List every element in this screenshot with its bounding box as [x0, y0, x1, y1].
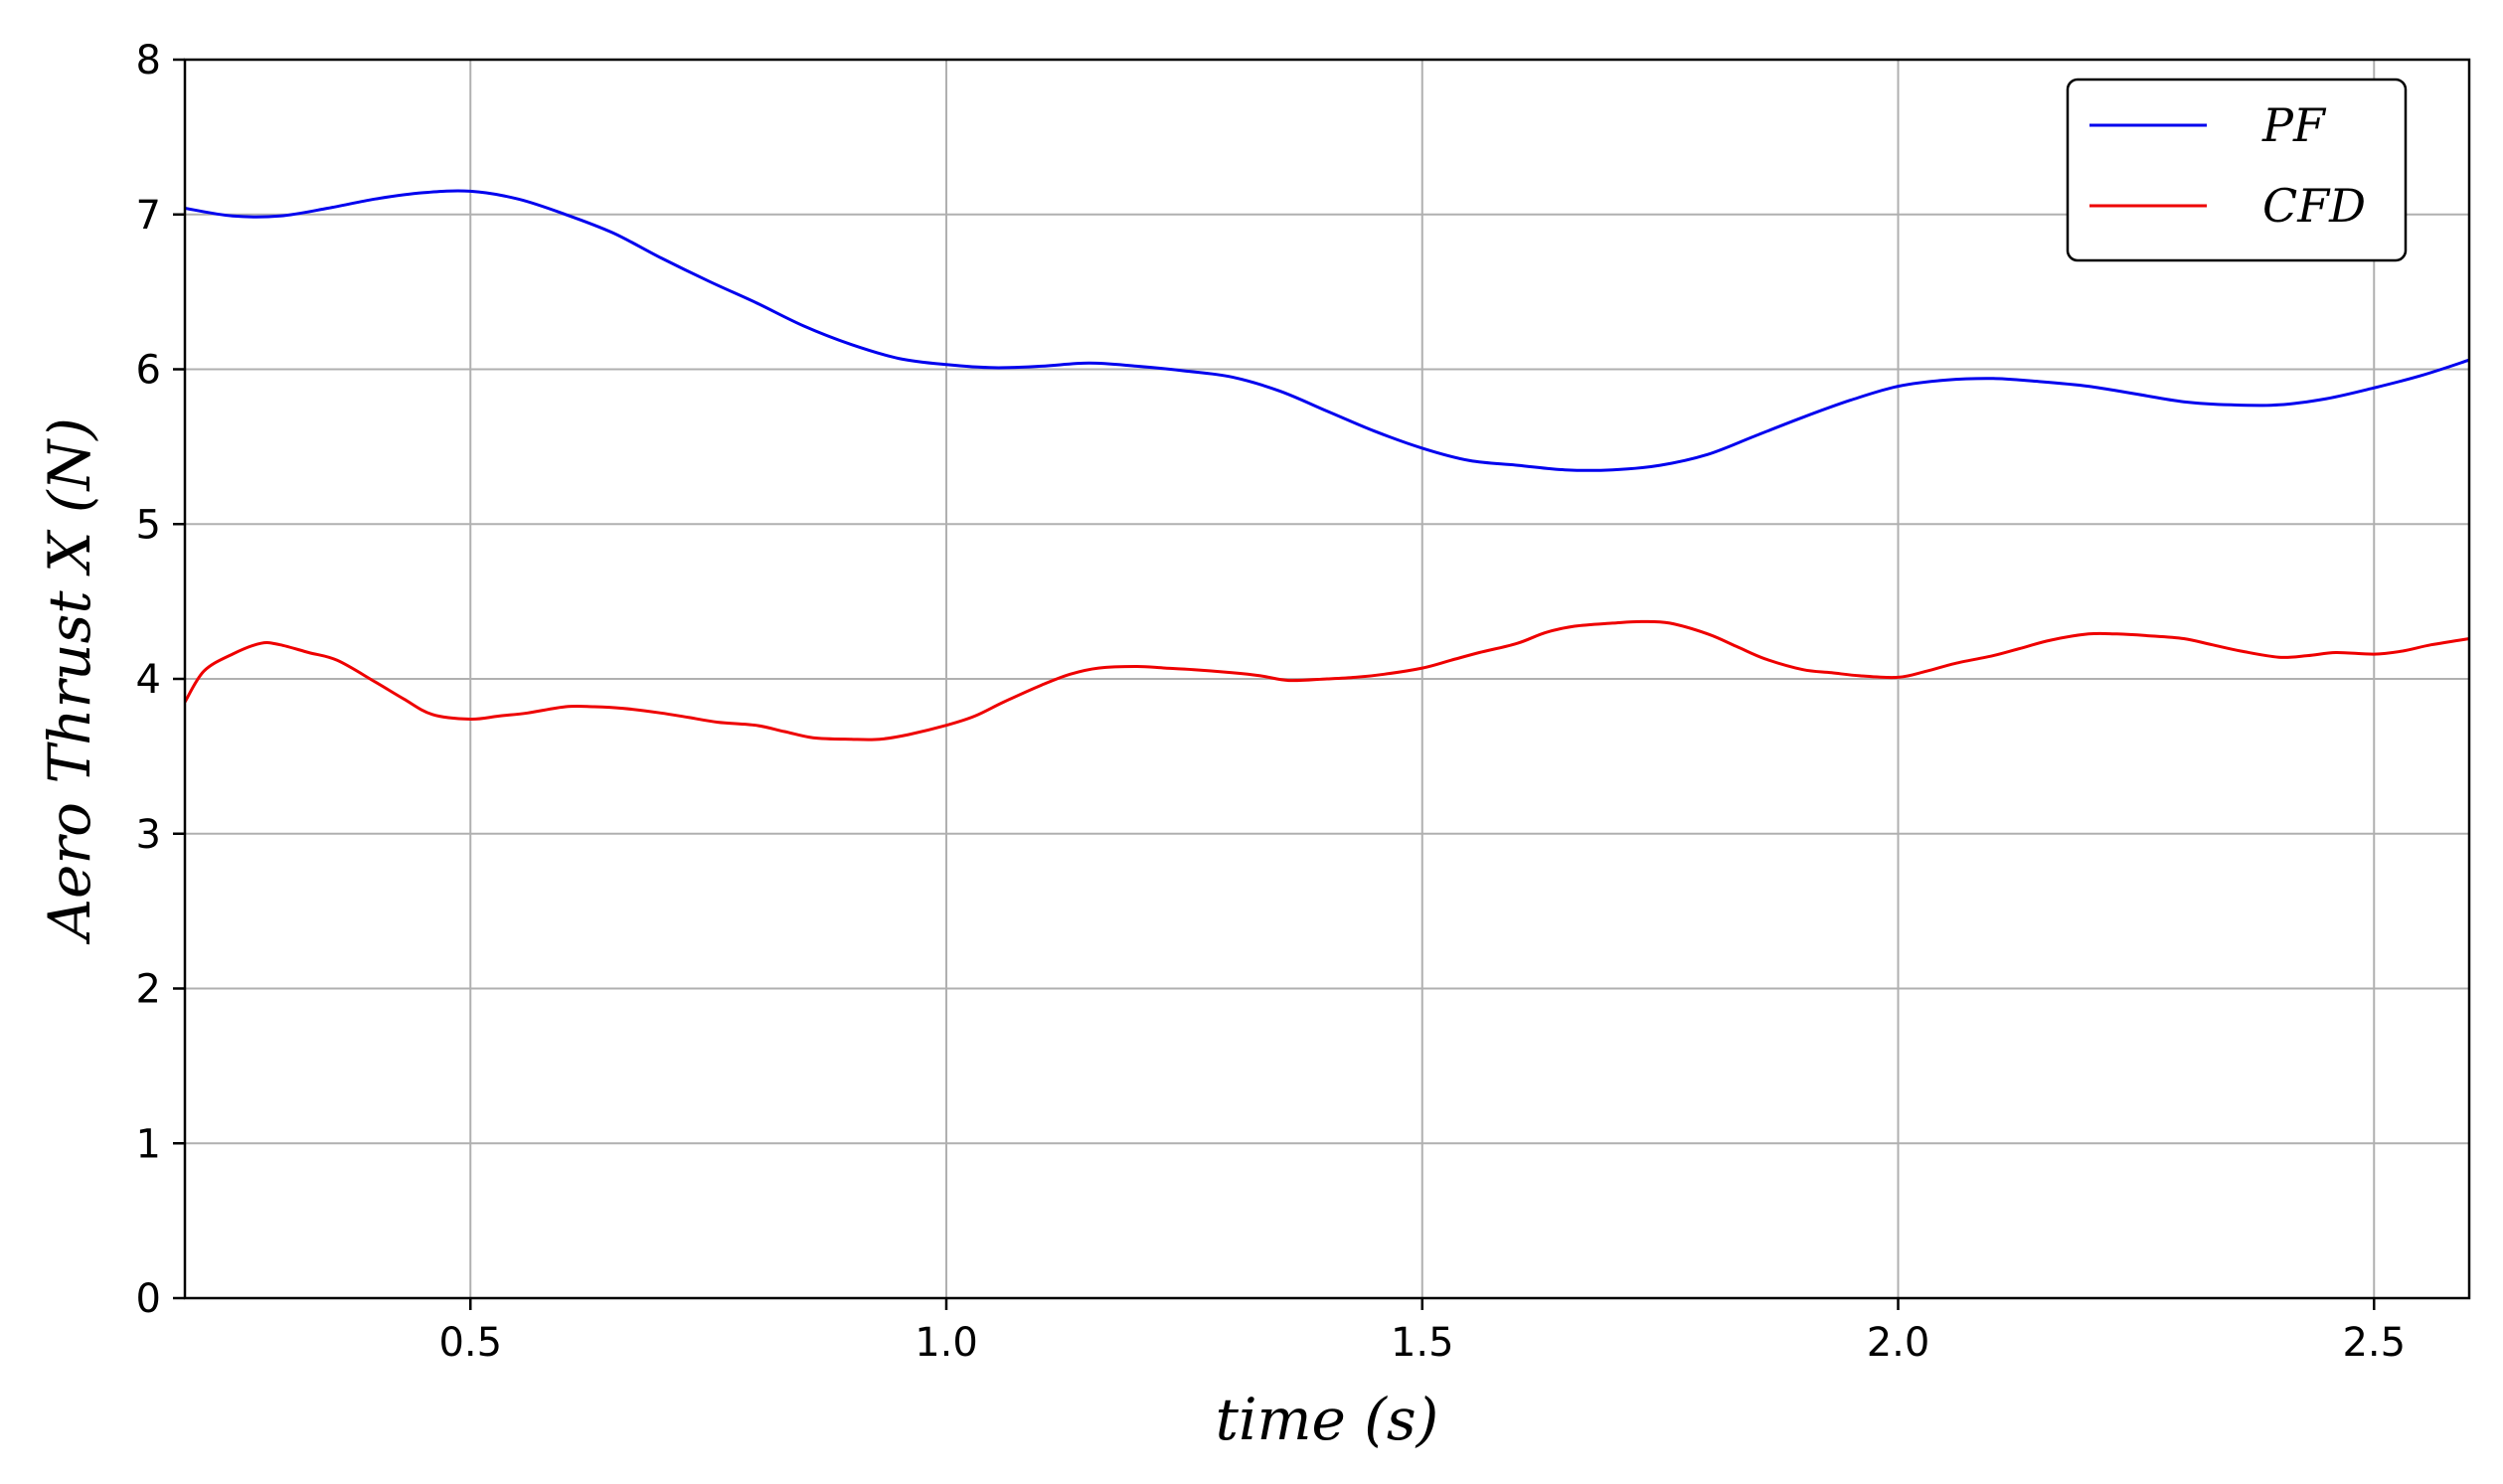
x-tick-label: 2.0 — [1867, 1320, 1930, 1366]
y-axis-label: Aero Thrust X (N) — [36, 417, 103, 945]
x-tick-label: 1.5 — [1391, 1320, 1454, 1366]
y-tick-label: 3 — [136, 812, 161, 858]
axis-ticks — [173, 58, 2376, 1310]
series-line-pf — [185, 189, 2469, 472]
y-tick-label: 2 — [136, 967, 161, 1013]
y-tick-label: 8 — [136, 38, 161, 83]
y-tick-label: 7 — [136, 193, 161, 239]
x-tick-label: 2.5 — [2342, 1320, 2406, 1366]
legend: PF CFD — [2066, 78, 2408, 262]
series-layer — [185, 189, 2469, 742]
grid-lines — [185, 60, 2469, 1298]
x-tick-label: 1.0 — [915, 1320, 978, 1366]
tick-labels: 0.5 1.0 1.5 2.0 2.5 0 1 2 3 4 5 6 7 8 — [136, 38, 2407, 1366]
legend-box — [2066, 78, 2408, 262]
legend-label-cfd: CFD — [2262, 179, 2366, 233]
y-tick-label: 5 — [136, 502, 161, 548]
y-tick-label: 1 — [136, 1121, 161, 1167]
x-axis-label: time (s) — [1216, 1386, 1439, 1453]
x-tick-label: 0.5 — [438, 1320, 502, 1366]
y-tick-label: 0 — [136, 1276, 161, 1322]
series-line-cfd — [185, 619, 2469, 742]
legend-label-pf: PF — [2261, 98, 2327, 152]
y-tick-label: 4 — [136, 657, 161, 703]
y-tick-label: 6 — [136, 348, 161, 394]
